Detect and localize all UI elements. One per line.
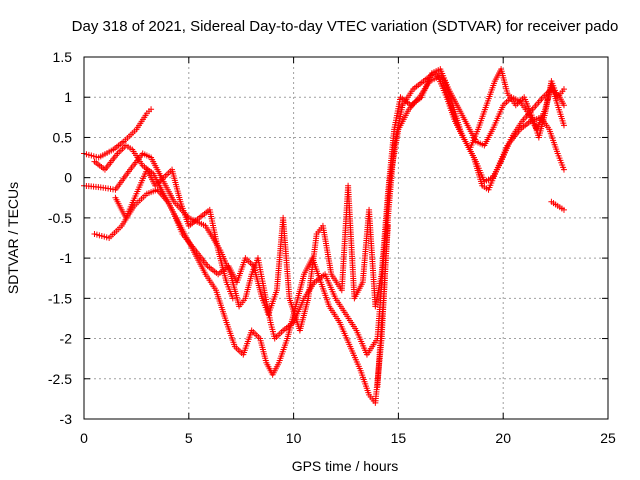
data-point — [560, 122, 567, 129]
series-track-8 — [374, 222, 391, 390]
y-tick-label: -1 — [60, 250, 73, 266]
data-marks — [81, 66, 567, 406]
data-point — [560, 102, 567, 109]
y-tick-label: -2 — [60, 331, 73, 347]
x-tick-label: 5 — [185, 430, 193, 446]
x-tick-label: 20 — [495, 430, 511, 446]
data-point — [560, 166, 567, 173]
y-tick-label: -2.5 — [48, 371, 72, 387]
series-track-4 — [91, 66, 567, 334]
x-tick-label: 15 — [391, 430, 407, 446]
x-tick-label: 25 — [600, 430, 616, 446]
data-point — [384, 222, 391, 229]
data-point — [560, 86, 567, 93]
x-tick-label: 10 — [286, 430, 302, 446]
plot-border — [83, 56, 609, 420]
series-track-1 — [81, 74, 567, 358]
axis-ticks: 0 5 10 15 20 25 1.5 1 0.5 0 -0.5 -1 -1.5 -2 -2.5 -3 — [48, 49, 616, 446]
series-track-5 — [112, 166, 236, 302]
series-track-3 — [81, 106, 155, 161]
x-tick-label: 0 — [80, 430, 88, 446]
y-tick-label: 0 — [64, 170, 72, 186]
y-tick-label: 1.5 — [53, 49, 73, 65]
y-tick-label: -0.5 — [48, 210, 72, 226]
y-tick-label: 1 — [64, 89, 72, 105]
y-tick-label: 0.5 — [53, 129, 73, 145]
x-axis-label: GPS time / hours — [292, 458, 399, 474]
y-tick-label: -1.5 — [48, 290, 72, 306]
y-axis-label: SDTVAR / TECUs — [5, 182, 21, 294]
y-tick-label: -3 — [60, 411, 73, 427]
series-track-6 — [435, 66, 567, 153]
data-point — [148, 106, 155, 113]
data-point — [229, 295, 236, 302]
data-point — [560, 206, 567, 213]
series-track-7 — [548, 198, 567, 213]
chart-title: Day 318 of 2021, Sidereal Day-to-day VTE… — [72, 18, 619, 35]
